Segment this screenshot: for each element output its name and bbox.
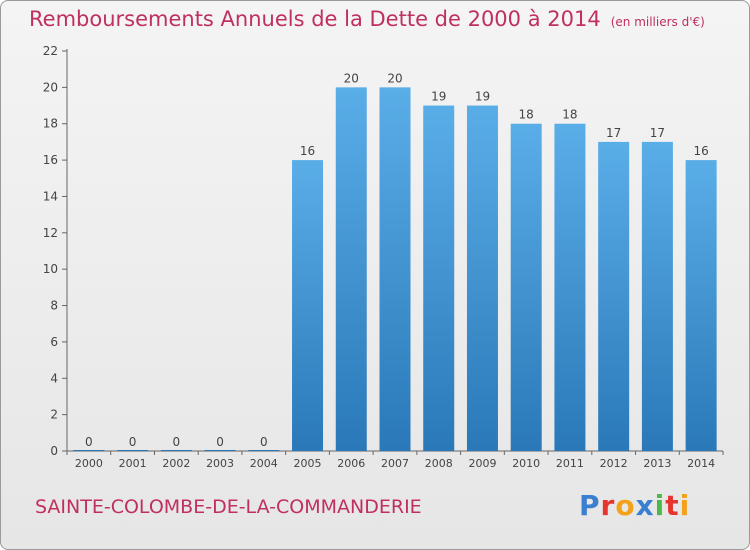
y-tick-label: 10 [43,262,58,276]
y-tick-label: 20 [43,80,58,94]
y-tick-label: 0 [50,444,58,458]
y-tick-label: 8 [50,299,58,313]
chart-unit: (en milliers d'€) [610,15,705,29]
chart-title: Remboursements Annuels de la Dette de 20… [29,7,705,31]
x-tick-label: 2004 [250,457,278,470]
commune-name: SAINTE-COLOMBE-DE-LA-COMMANDERIE [35,496,422,518]
bar [423,105,455,451]
y-tick-label: 18 [43,117,58,131]
chart-data-labels: 0 0 0 0 0 16 20 20 19 19 18 18 17 17 16 [85,71,709,449]
bar-value-label: 0 [173,435,181,449]
x-tick-label: 2007 [381,457,409,470]
x-tick-label: 2006 [337,457,365,470]
bar [160,450,192,451]
x-tick-label: 2005 [294,457,322,470]
bar [510,123,542,452]
bar-value-label: 0 [129,435,137,449]
bar-value-label: 20 [387,71,402,85]
bar-value-label: 18 [519,108,534,122]
bar-value-label: 19 [431,90,446,104]
bar [248,450,280,451]
y-tick-label: 22 [43,44,58,58]
x-tick-label: 2009 [468,457,496,470]
logo-letter: r [600,489,616,522]
bar [204,450,236,451]
bar [554,123,586,452]
y-tick-label: 16 [43,153,58,167]
bar [292,160,324,451]
logo-letter: o [615,489,636,522]
logo-letter: i [654,489,666,522]
logo-letter: x [635,489,655,522]
bar-value-label: 16 [300,144,315,158]
x-tick-label: 2002 [162,457,190,470]
y-tick-label: 12 [43,226,58,240]
bar-value-label: 18 [562,108,577,122]
bar [73,450,105,451]
logo-letter: i [679,489,691,522]
bar-value-label: 19 [475,90,490,104]
bar [598,141,630,451]
chart-bars [73,87,717,452]
x-tick-label: 2013 [643,457,671,470]
bar-value-label: 0 [85,435,93,449]
y-tick-label: 14 [43,189,58,203]
bar [117,450,149,451]
bar-value-label: 20 [344,71,359,85]
y-tick-label: 4 [50,371,58,385]
bar-value-label: 0 [216,435,224,449]
bar [685,160,717,451]
x-tick-label: 2003 [206,457,234,470]
x-tick-label: 2012 [600,457,628,470]
y-tick-label: 2 [50,408,58,422]
bar-value-label: 0 [260,435,268,449]
x-tick-label: 2001 [119,457,147,470]
y-tick-label: 6 [50,335,58,349]
x-tick-label: 2000 [75,457,103,470]
bar [379,87,411,451]
logo-letter: t [665,489,680,522]
bar [641,141,673,451]
bar-value-label: 17 [606,126,621,140]
chart-title-text: Remboursements Annuels de la Dette de 20… [29,7,601,31]
x-tick-label: 2014 [687,457,715,470]
bar [466,105,498,451]
proxiti-logo: Proxiti [579,489,690,522]
x-tick-label: 2008 [425,457,453,470]
bar [335,87,367,451]
bar-value-label: 16 [693,144,708,158]
logo-letter: P [579,489,601,522]
x-tick-label: 2011 [556,457,584,470]
bar-value-label: 17 [650,126,665,140]
x-tick-label: 2010 [512,457,540,470]
